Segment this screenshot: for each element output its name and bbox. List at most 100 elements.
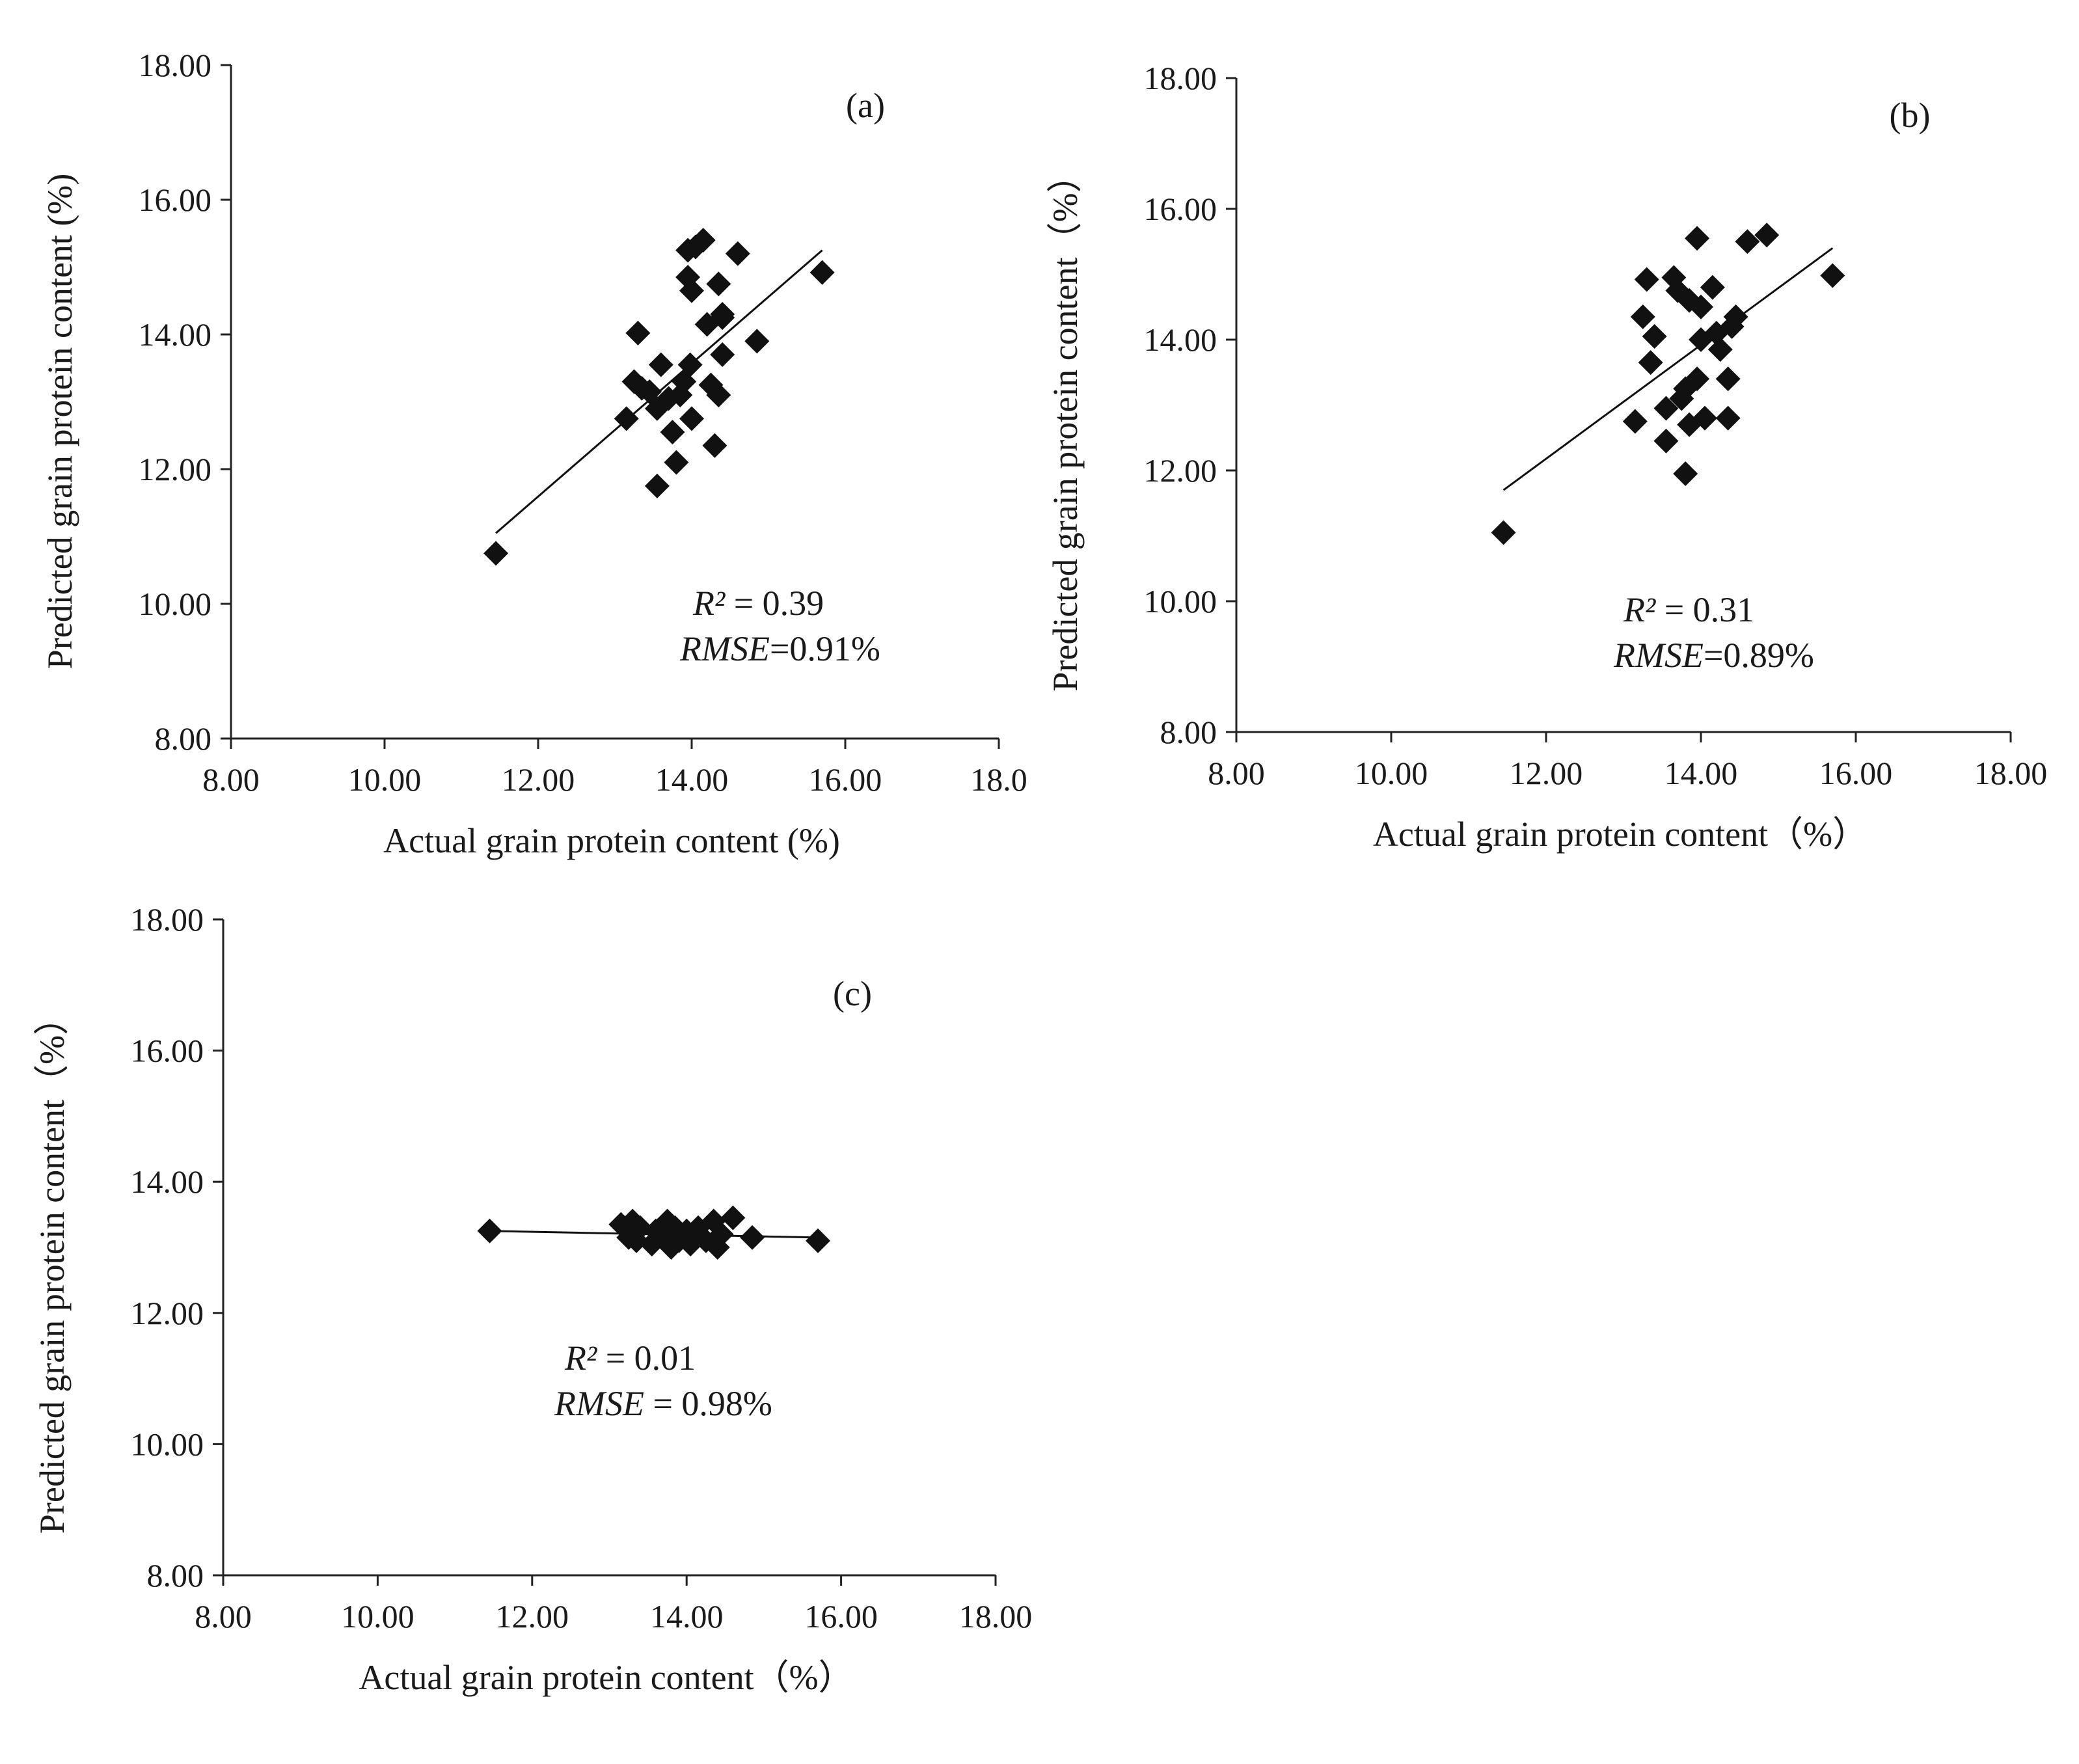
r-squared-value: = 0.31 [1655, 590, 1754, 629]
x-tick-label: 10.00 [341, 1598, 414, 1635]
x-tick-label: 8.00 [1208, 755, 1265, 791]
data-point [644, 473, 670, 498]
y-tick-label: 18.00 [1144, 60, 1217, 96]
rmse-symbol: RMSE [1613, 636, 1704, 675]
chart-panel-a: 8.00 10.00 12.00 14.00 16.00 18.0 8.00 10.00 12.… [40, 47, 1027, 860]
data-point [1491, 520, 1516, 545]
data-point [1754, 223, 1780, 248]
rmse-annotation: RMSE=0.91% [679, 629, 880, 668]
x-tick-label: 12.00 [502, 761, 575, 798]
chart-panel-b: 8.00 10.00 12.00 14.00 16.00 18.00 8.00 10.00 12… [1046, 60, 2047, 854]
data-point [1707, 337, 1733, 362]
data-point [648, 352, 673, 377]
data-point [710, 305, 735, 331]
data-point [477, 1218, 502, 1243]
data-point [660, 420, 685, 445]
data-point [1634, 267, 1659, 292]
y-tick-label: 16.00 [139, 182, 212, 218]
data-point [1653, 428, 1679, 454]
y-tick-label: 16.00 [131, 1033, 204, 1069]
x-tick-label: 18.00 [1974, 755, 2048, 791]
x-tick-label: 8.00 [195, 1598, 252, 1635]
r-squared-symbol: R² [564, 1338, 597, 1377]
y-axis-label: Predicted grain protein content（%） [1046, 157, 1085, 691]
r-squared-symbol: R² [692, 584, 726, 623]
rmse-value: =0.91% [770, 629, 880, 668]
r-squared-annotation: R² = 0.31 [1623, 590, 1754, 629]
data-point [1685, 226, 1710, 251]
rmse-annotation: RMSE = 0.98% [554, 1384, 772, 1423]
rmse-annotation: RMSE=0.89% [1613, 636, 1814, 675]
r-squared-symbol: R² [1623, 590, 1656, 629]
data-point [1642, 323, 1667, 349]
y-tick-label: 14.00 [139, 316, 212, 353]
trendline [1502, 247, 1834, 491]
data-point [706, 383, 731, 408]
x-axis-label: Actual grain protein content（%） [359, 1658, 853, 1697]
y-tick-label: 8.00 [147, 1557, 204, 1594]
data-point [744, 329, 770, 354]
data-point [1653, 396, 1679, 421]
x-tick-label: 14.00 [1665, 755, 1738, 791]
rmse-symbol: RMSE [554, 1384, 644, 1423]
data-point [679, 278, 704, 303]
r-squared-annotation: R² = 0.39 [692, 584, 824, 623]
data-point [725, 241, 750, 266]
x-tick-label: 8.00 [202, 761, 260, 798]
data-point [1692, 405, 1717, 431]
y-tick-label: 8.00 [1160, 714, 1217, 750]
data-point [710, 342, 735, 368]
data-point [1715, 366, 1741, 392]
data-point [706, 271, 731, 297]
panel-label: (a) [846, 86, 885, 125]
y-tick-label: 10.00 [1144, 583, 1217, 619]
data-point [740, 1225, 765, 1250]
data-point [1723, 304, 1748, 329]
y-tick-label: 8.00 [155, 720, 212, 757]
y-tick-label: 12.00 [131, 1295, 204, 1331]
r-squared-value: = 0.01 [597, 1338, 696, 1377]
x-tick-label: 18.0 [970, 761, 1027, 798]
x-tick-label: 10.00 [1355, 755, 1428, 791]
x-tick-label: 12.00 [496, 1598, 569, 1635]
rmse-value: = 0.98% [644, 1384, 772, 1423]
data-point [1735, 229, 1760, 254]
x-tick-label: 12.00 [1510, 755, 1583, 791]
data-point [1820, 263, 1845, 288]
panel-label: (b) [1890, 96, 1931, 135]
data-point [709, 1221, 734, 1247]
data-point [679, 406, 704, 431]
y-tick-label: 18.00 [139, 47, 212, 83]
y-tick-label: 10.00 [139, 586, 212, 622]
x-tick-label: 18.00 [959, 1598, 1033, 1635]
x-tick-label: 16.00 [809, 761, 882, 798]
x-axis-label: Actual grain protein content（%） [1373, 815, 1868, 854]
data-point [1673, 461, 1698, 487]
y-axis-label: Predicted grain protein content (%) [40, 174, 79, 670]
x-tick-label: 14.00 [650, 1598, 724, 1635]
data-point [1715, 405, 1741, 431]
x-tick-label: 10.00 [348, 761, 422, 798]
r-squared-value: = 0.39 [725, 584, 824, 623]
data-point [1685, 366, 1710, 392]
data-point [702, 433, 727, 458]
data-point [805, 1228, 830, 1253]
y-tick-label: 14.00 [131, 1163, 204, 1200]
rmse-value: =0.89% [1704, 636, 1814, 675]
y-tick-label: 14.00 [1144, 321, 1217, 358]
data-point [1689, 294, 1713, 319]
y-axis-label: Predicted grain protein content（%） [33, 1000, 72, 1534]
panel-label: (c) [833, 974, 872, 1013]
y-tick-label: 12.00 [139, 451, 212, 487]
x-tick-label: 16.00 [1819, 755, 1893, 791]
data-point [1630, 304, 1655, 329]
data-point [690, 228, 716, 253]
r-squared-annotation: R² = 0.01 [564, 1338, 696, 1377]
x-axis-label: Actual grain protein content (%) [383, 821, 840, 860]
data-point [1622, 409, 1648, 434]
data-point [720, 1205, 746, 1230]
data-point [664, 450, 689, 475]
data-point [809, 260, 835, 285]
y-tick-label: 16.00 [1144, 191, 1217, 227]
